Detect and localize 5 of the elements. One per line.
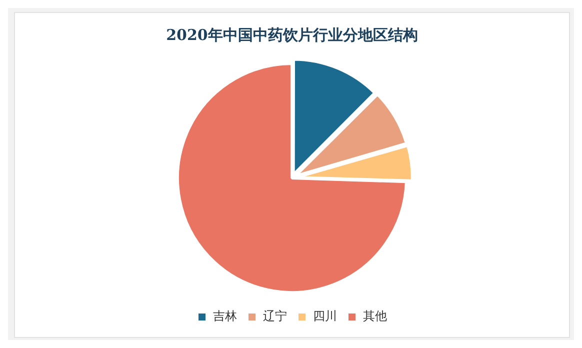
legend-label: 其他	[363, 309, 387, 324]
legend-label: 辽宁	[263, 309, 287, 324]
legend-label: 四川	[313, 309, 337, 324]
legend-label: 吉林	[213, 309, 237, 324]
chart-title: 2020年中国中药饮片行业分地区结构	[166, 26, 418, 44]
